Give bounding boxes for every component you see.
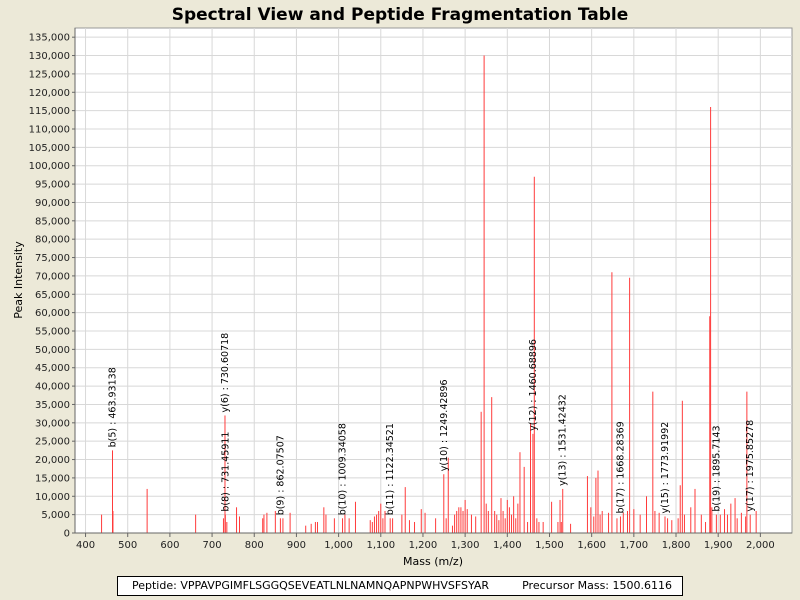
y-tick-label: 20,000 [35,455,70,466]
x-tick-label: 1,000 [324,540,353,551]
x-tick-label: 800 [245,540,264,551]
fragment-annotation: b(17) : 1668.28369 [615,421,626,513]
y-tick-label: 15,000 [35,473,70,484]
y-tick-label: 10,000 [35,492,70,503]
plot-area [74,27,793,534]
fragment-annotation: b(10) : 1009.34058 [338,423,349,515]
fragment-annotation: b(8) : 731.45911 [220,432,231,512]
y-tick-label: 100,000 [29,161,70,172]
y-tick-label: 0 [64,529,70,540]
y-tick-label: 30,000 [35,418,70,429]
axes: 0 5,000 10,000 15,000 20,000 25,000 30,000 35,0… [29,28,792,551]
x-tick-label: 1,700 [620,540,649,551]
fragment-annotation: y(6) : 730.60718 [220,333,231,413]
peptide-sequence: Peptide: VPPAVPGIMFLSGGQSEVEATLNLNAMNQAP… [132,579,490,592]
y-tick-label: 75,000 [35,253,70,264]
fragment-annotation: y(10) : 1249.42896 [439,379,450,471]
y-axis-label: Peak Intensity [12,241,25,319]
precursor-mass: Precursor Mass: 1500.6116 [522,579,672,592]
y-tick-label: 115,000 [29,106,70,117]
fragment-annotation: y(17) : 1975.85278 [745,420,756,512]
x-tick-label: 700 [203,540,222,551]
fragment-annotation: b(11) : 1122.34521 [385,423,396,515]
y-tick-label: 120,000 [29,88,70,99]
grid-lines [75,28,792,534]
x-tick-label: 1,100 [366,540,395,551]
fragment-annotation: b(19) : 1895.7143 [711,425,722,511]
y-tick-label: 125,000 [29,69,70,80]
x-tick-label: 1,600 [577,540,606,551]
fragment-annotations: b(5) : 463.93138 y(6) : 730.60718 b(8) : 7… [107,333,756,516]
y-tick-label: 25,000 [35,437,70,448]
y-tick-label: 5,000 [41,510,70,521]
x-tick-label: 400 [76,540,95,551]
y-tick-label: 65,000 [35,290,70,301]
y-tick-label: 55,000 [35,327,70,338]
y-tick-label: 130,000 [29,51,70,62]
chart-title: Spectral View and Peptide Fragmentation … [172,5,629,25]
fragment-annotation: y(13) : 1531.42432 [558,394,569,486]
y-tick-label: 95,000 [35,180,70,191]
x-tick-label: 1,200 [409,540,438,551]
y-tick-label: 50,000 [35,345,70,356]
x-tick-label: 1,400 [493,540,522,551]
x-axis-label: Mass (m/z) [403,555,463,568]
y-tick-label: 85,000 [35,216,70,227]
x-tick-label: 600 [160,540,179,551]
y-tick-label: 60,000 [35,308,70,319]
y-tick-label: 35,000 [35,400,70,411]
x-tick-label: 2,000 [746,540,775,551]
x-tick-label: 900 [287,540,306,551]
y-tick-label: 80,000 [35,235,70,246]
fragment-annotation: y(15) : 1773.91992 [660,422,671,514]
x-tick-label: 1,500 [535,540,564,551]
y-tick-label: 135,000 [29,33,70,44]
fragment-annotation: b(5) : 463.93138 [107,367,118,447]
y-tick-label: 45,000 [35,363,70,374]
fragment-annotation: b(9) : 862.07507 [275,435,286,515]
x-tick-label: 500 [118,540,137,551]
x-tick-label: 1,800 [662,540,691,551]
peptide-info-box: Peptide: VPPAVPGIMFLSGGQSEVEATLNLNAMNQAP… [117,576,683,596]
y-tick-label: 70,000 [35,271,70,282]
fragment-annotation: y(12) : 1460.68896 [528,339,539,431]
x-tick-label: 1,300 [451,540,480,551]
y-tick-label: 105,000 [29,143,70,154]
y-tick-label: 90,000 [35,198,70,209]
peak-series [101,55,757,533]
y-tick-label: 40,000 [35,382,70,393]
x-tick-label: 1,900 [704,540,733,551]
y-tick-label: 110,000 [29,125,70,136]
